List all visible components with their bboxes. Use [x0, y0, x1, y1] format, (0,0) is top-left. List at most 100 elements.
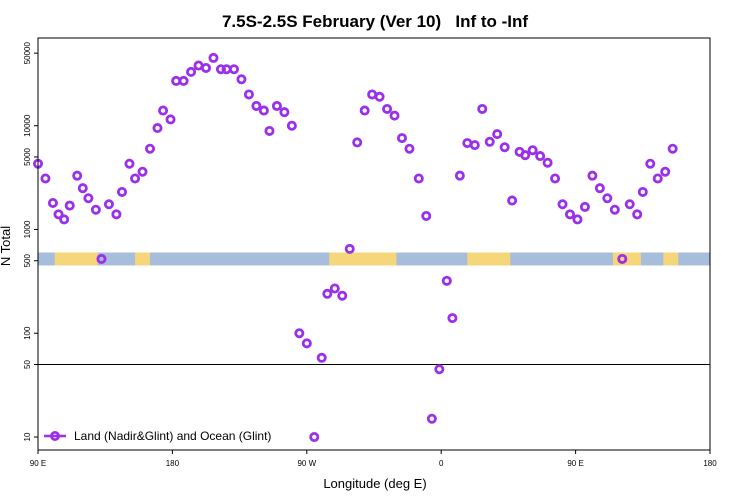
y-tick-label: 50000: [23, 41, 32, 64]
data-point: [344, 243, 355, 254]
data-point: [579, 201, 590, 212]
data-point: [484, 136, 495, 147]
data-point: [645, 158, 656, 169]
data-point: [565, 209, 576, 220]
data-point: [374, 91, 385, 102]
data-point: [492, 129, 503, 140]
data-point: [64, 200, 75, 211]
data-point: [594, 183, 605, 194]
data-point: [47, 197, 58, 208]
data-point: [111, 209, 122, 220]
data-point: [137, 166, 148, 177]
y-tick-label: 50: [23, 360, 32, 369]
axes: 90 E 180 90 W 0 90 E 180 10 50 100 500 1000 5000 100…: [23, 41, 717, 468]
data-point: [434, 364, 445, 375]
x-tick-label: 90 W: [297, 459, 316, 468]
land-segment: [135, 252, 150, 266]
data-point: [624, 199, 635, 210]
data-point: [421, 210, 432, 221]
data-point: [264, 125, 275, 136]
data-point: [632, 209, 643, 220]
data-point: [667, 143, 678, 154]
plot-frame: [37, 37, 711, 451]
data-point: [359, 105, 370, 116]
data-point: [83, 193, 94, 204]
data-point: [186, 66, 197, 77]
y-tick-label: 1000: [23, 220, 32, 238]
data-point: [389, 110, 400, 121]
data-point: [236, 74, 247, 85]
data-point: [477, 103, 488, 114]
data-point: [617, 253, 628, 264]
data-point: [59, 214, 70, 225]
data-point: [447, 313, 458, 324]
data-point: [178, 75, 189, 86]
data-point: [200, 62, 211, 73]
data-point: [382, 103, 393, 114]
land-ocean-band: [38, 252, 710, 266]
data-point: [637, 186, 648, 197]
data-point: [117, 186, 128, 197]
data-point: [322, 288, 333, 299]
data-point: [279, 107, 290, 118]
data-point: [527, 145, 538, 156]
legend-label: Land (Nadir&Glint) and Ocean (Glint): [74, 429, 271, 443]
data-point: [587, 170, 598, 181]
legend: Land (Nadir&Glint) and Ocean (Glint): [44, 429, 271, 443]
data-point: [404, 143, 415, 154]
data-point: [441, 275, 452, 286]
data-point: [337, 290, 348, 301]
data-point: [301, 338, 312, 349]
data-point: [499, 142, 510, 153]
x-tick-label: 0: [439, 459, 444, 468]
data-point: [396, 133, 407, 144]
data-point: [520, 150, 531, 161]
chart-title: 7.5S-2.5S February (Ver 10) Inf to -Inf: [222, 12, 528, 31]
land-segment: [54, 252, 98, 266]
x-axis-label: Longitude (deg E): [323, 476, 426, 491]
data-point: [130, 173, 141, 184]
data-point: [609, 204, 620, 215]
data-point: [602, 193, 613, 204]
data-point: [72, 170, 83, 181]
data-point: [507, 195, 518, 206]
y-tick-label: 500: [23, 254, 32, 268]
data-point: [258, 105, 269, 116]
data-point: [158, 105, 169, 116]
data-point: [454, 170, 465, 181]
data-point: [228, 64, 239, 75]
data-point: [152, 123, 163, 134]
data-point: [316, 352, 327, 363]
y-tick-label: 100: [23, 326, 32, 340]
y-tick-label: 10: [23, 432, 32, 441]
y-tick-label: 10000: [23, 114, 32, 137]
data-point: [103, 199, 114, 210]
data-point: [352, 137, 363, 148]
data-point: [309, 432, 320, 443]
x-tick-label: 90 E: [30, 459, 46, 468]
data-point: [53, 209, 64, 220]
land-segment: [329, 252, 397, 266]
data-point: [469, 140, 480, 151]
x-tick-label: 180: [703, 459, 717, 468]
data-point: [652, 173, 663, 184]
data-point: [77, 183, 88, 194]
data-point: [294, 328, 305, 339]
data-point: [426, 413, 437, 424]
x-tick-label: 90 E: [567, 459, 583, 468]
data-point: [286, 120, 297, 131]
data-point: [144, 143, 155, 154]
data-point: [660, 166, 671, 177]
data-point: [271, 100, 282, 111]
data-point: [557, 199, 568, 210]
data-point: [243, 89, 254, 100]
data-point: [40, 173, 51, 184]
data-point: [550, 173, 561, 184]
data-point: [329, 283, 340, 294]
legend-marker: [50, 430, 61, 441]
data-point: [535, 151, 546, 162]
data-point: [208, 52, 219, 63]
data-point: [251, 100, 262, 111]
land-segment: [467, 252, 511, 266]
